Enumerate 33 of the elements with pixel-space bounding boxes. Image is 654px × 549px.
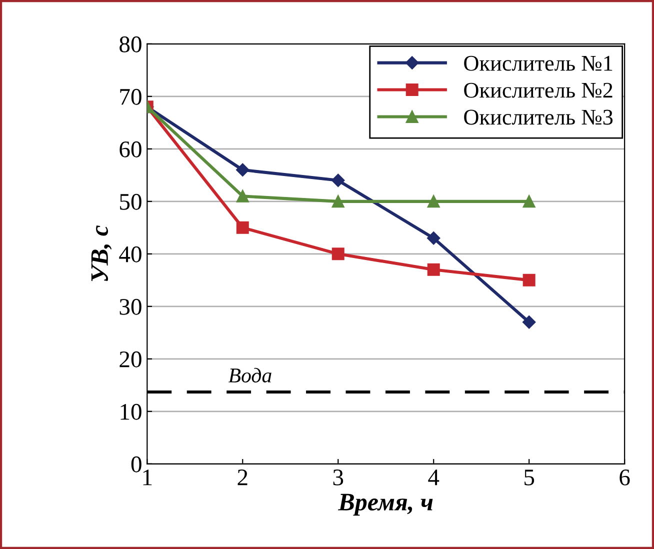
y-tick-label: 30 xyxy=(120,298,142,315)
legend-label: Окислитель №1 xyxy=(464,56,612,71)
legend-label: Окислитель №2 xyxy=(464,82,612,98)
x-axis-title: Время, ч xyxy=(338,494,433,516)
y-axis-title: УВ, с xyxy=(91,225,112,282)
point xyxy=(427,232,440,245)
y-tick-label: 70 xyxy=(120,88,142,105)
point xyxy=(522,316,536,329)
y-tick-label: 0 xyxy=(131,456,142,472)
y-tick-label: 40 xyxy=(119,246,142,262)
x-tick-label: 1 xyxy=(143,470,152,486)
point xyxy=(236,190,249,202)
point xyxy=(427,195,440,208)
point xyxy=(236,221,249,234)
y-tick-label: 50 xyxy=(120,194,142,210)
point xyxy=(522,274,536,286)
x-tick-label: 2 xyxy=(238,470,248,486)
point xyxy=(522,195,536,208)
x-tick-label: 4 xyxy=(428,470,440,486)
x-tick-label: 6 xyxy=(620,470,630,486)
point xyxy=(332,195,344,208)
legend-label: Окислитель №3 xyxy=(464,110,613,125)
y-tick-label: 20 xyxy=(120,351,142,368)
y-tick-label: 80 xyxy=(120,36,142,52)
x-tick-label: 5 xyxy=(524,470,534,486)
y-tick-label: 10 xyxy=(120,404,142,420)
ref-line-label: Вода xyxy=(228,368,272,383)
point xyxy=(236,163,250,177)
y-tick-label: 60 xyxy=(120,141,142,158)
point xyxy=(427,263,440,276)
point xyxy=(332,248,344,260)
x-tick-label: 3 xyxy=(333,470,344,486)
point xyxy=(332,174,345,188)
